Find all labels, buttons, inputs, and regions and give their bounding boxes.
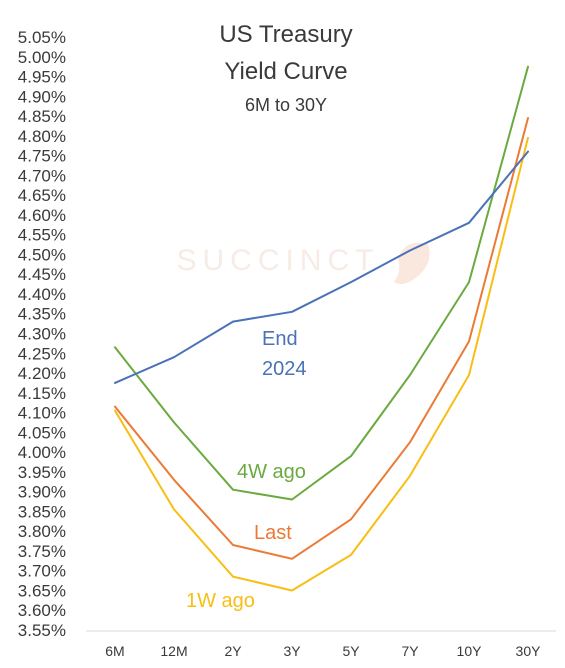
y-tick-label: 4.00% [18, 443, 66, 462]
y-tick-label: 4.30% [18, 325, 66, 344]
x-tick-label: 10Y [457, 643, 483, 659]
y-tick-label: 3.90% [18, 483, 66, 502]
data-point-last [291, 558, 293, 560]
y-tick-label: 4.85% [18, 107, 66, 126]
y-tick-label: 4.35% [18, 305, 66, 324]
y-tick-label: 4.10% [18, 404, 66, 423]
data-point-4w-ago [350, 455, 352, 457]
data-point-4w-ago [114, 346, 116, 349]
y-tick-label: 3.85% [18, 502, 66, 521]
y-tick-label: 4.70% [18, 166, 66, 185]
y-tick-label: 5.05% [18, 28, 66, 47]
y-tick-label: 4.25% [18, 344, 66, 363]
data-point-4w-ago [291, 498, 293, 501]
data-point-4w-ago [468, 281, 470, 283]
x-axis: 6M 12M 2Y 3Y 5Y 7Y 10Y 30Y [105, 643, 541, 659]
data-point-1w-ago [468, 374, 470, 376]
series-line-4w-ago [114, 65, 529, 501]
series-label-1w-ago: 1W ago [186, 590, 255, 612]
y-tick-label: 3.70% [18, 562, 66, 581]
data-point-last [173, 479, 175, 481]
data-point-end-2024 [173, 356, 175, 359]
x-tick-label: 3Y [283, 643, 301, 659]
y-tick-label: 3.60% [18, 601, 66, 620]
series-label-end-2024-line1: End [262, 328, 298, 350]
data-point-end-2024 [232, 320, 234, 323]
y-tick-label: 4.90% [18, 87, 66, 106]
watermark-text: SUCCINCT [177, 244, 380, 277]
data-point-last [114, 405, 116, 408]
data-point-last [527, 117, 529, 119]
y-axis: 3.55%3.60%3.65%3.70%3.75%3.80%3.85%3.90%… [18, 28, 66, 640]
watermark: SUCCINCT [177, 242, 430, 284]
data-point-last [232, 544, 234, 546]
x-tick-label: 2Y [224, 643, 242, 659]
series-label-end-2024-line2: 2024 [262, 358, 307, 380]
y-tick-label: 3.65% [18, 582, 66, 601]
y-tick-label: 3.55% [18, 621, 66, 640]
data-point-last [350, 518, 352, 521]
y-tick-label: 3.75% [18, 542, 66, 561]
data-point-4w-ago [232, 488, 234, 491]
data-point-end-2024 [409, 249, 411, 252]
data-point-4w-ago [409, 374, 411, 376]
data-point-1w-ago [527, 137, 529, 139]
series-label-last: Last [254, 522, 292, 544]
data-point-1w-ago [350, 554, 352, 556]
y-tick-label: 4.45% [18, 265, 66, 284]
y-tick-label: 4.75% [18, 147, 66, 166]
y-tick-label: 4.65% [18, 186, 66, 205]
data-point-1w-ago [232, 575, 234, 578]
x-tick-label: 12M [160, 643, 187, 659]
y-tick-label: 3.95% [18, 463, 66, 482]
data-point-last [468, 340, 470, 343]
y-tick-label: 4.50% [18, 245, 66, 264]
y-tick-label: 5.00% [18, 48, 66, 67]
y-tick-label: 4.05% [18, 423, 66, 442]
series-line-end-2024 [114, 150, 529, 384]
data-point-1w-ago [409, 475, 411, 477]
data-point-end-2024 [114, 382, 116, 384]
chart-title: US Treasury [219, 21, 352, 48]
chart-title-line2: Yield Curve [224, 58, 347, 85]
y-tick-label: 4.15% [18, 384, 66, 403]
series-label-4w-ago: 4W ago [237, 461, 306, 483]
data-point-1w-ago [114, 409, 116, 412]
data-point-last [409, 441, 411, 444]
data-point-end-2024 [468, 222, 470, 224]
y-tick-label: 4.95% [18, 68, 66, 87]
x-tick-label: 7Y [401, 643, 419, 659]
data-point-end-2024 [350, 281, 352, 283]
data-point-end-2024 [291, 311, 293, 313]
data-point-1w-ago [173, 508, 175, 511]
series-line-last [114, 117, 529, 560]
y-tick-label: 3.80% [18, 522, 66, 541]
y-tick-label: 4.40% [18, 285, 66, 304]
data-point-4w-ago [527, 65, 529, 68]
x-tick-label: 30Y [516, 643, 542, 659]
y-tick-label: 4.55% [18, 226, 66, 245]
y-tick-label: 4.60% [18, 206, 66, 225]
chart-subtitle: 6M to 30Y [245, 95, 327, 115]
data-point-4w-ago [173, 421, 175, 424]
y-tick-label: 4.80% [18, 127, 66, 146]
data-point-end-2024 [527, 150, 529, 153]
x-tick-label: 5Y [342, 643, 360, 659]
y-tick-label: 4.20% [18, 364, 66, 383]
series-layer [114, 65, 529, 592]
series-line-1w-ago [114, 136, 529, 592]
watermark-logo-icon [394, 242, 430, 284]
x-tick-label: 6M [105, 643, 124, 659]
data-point-1w-ago [291, 589, 293, 592]
